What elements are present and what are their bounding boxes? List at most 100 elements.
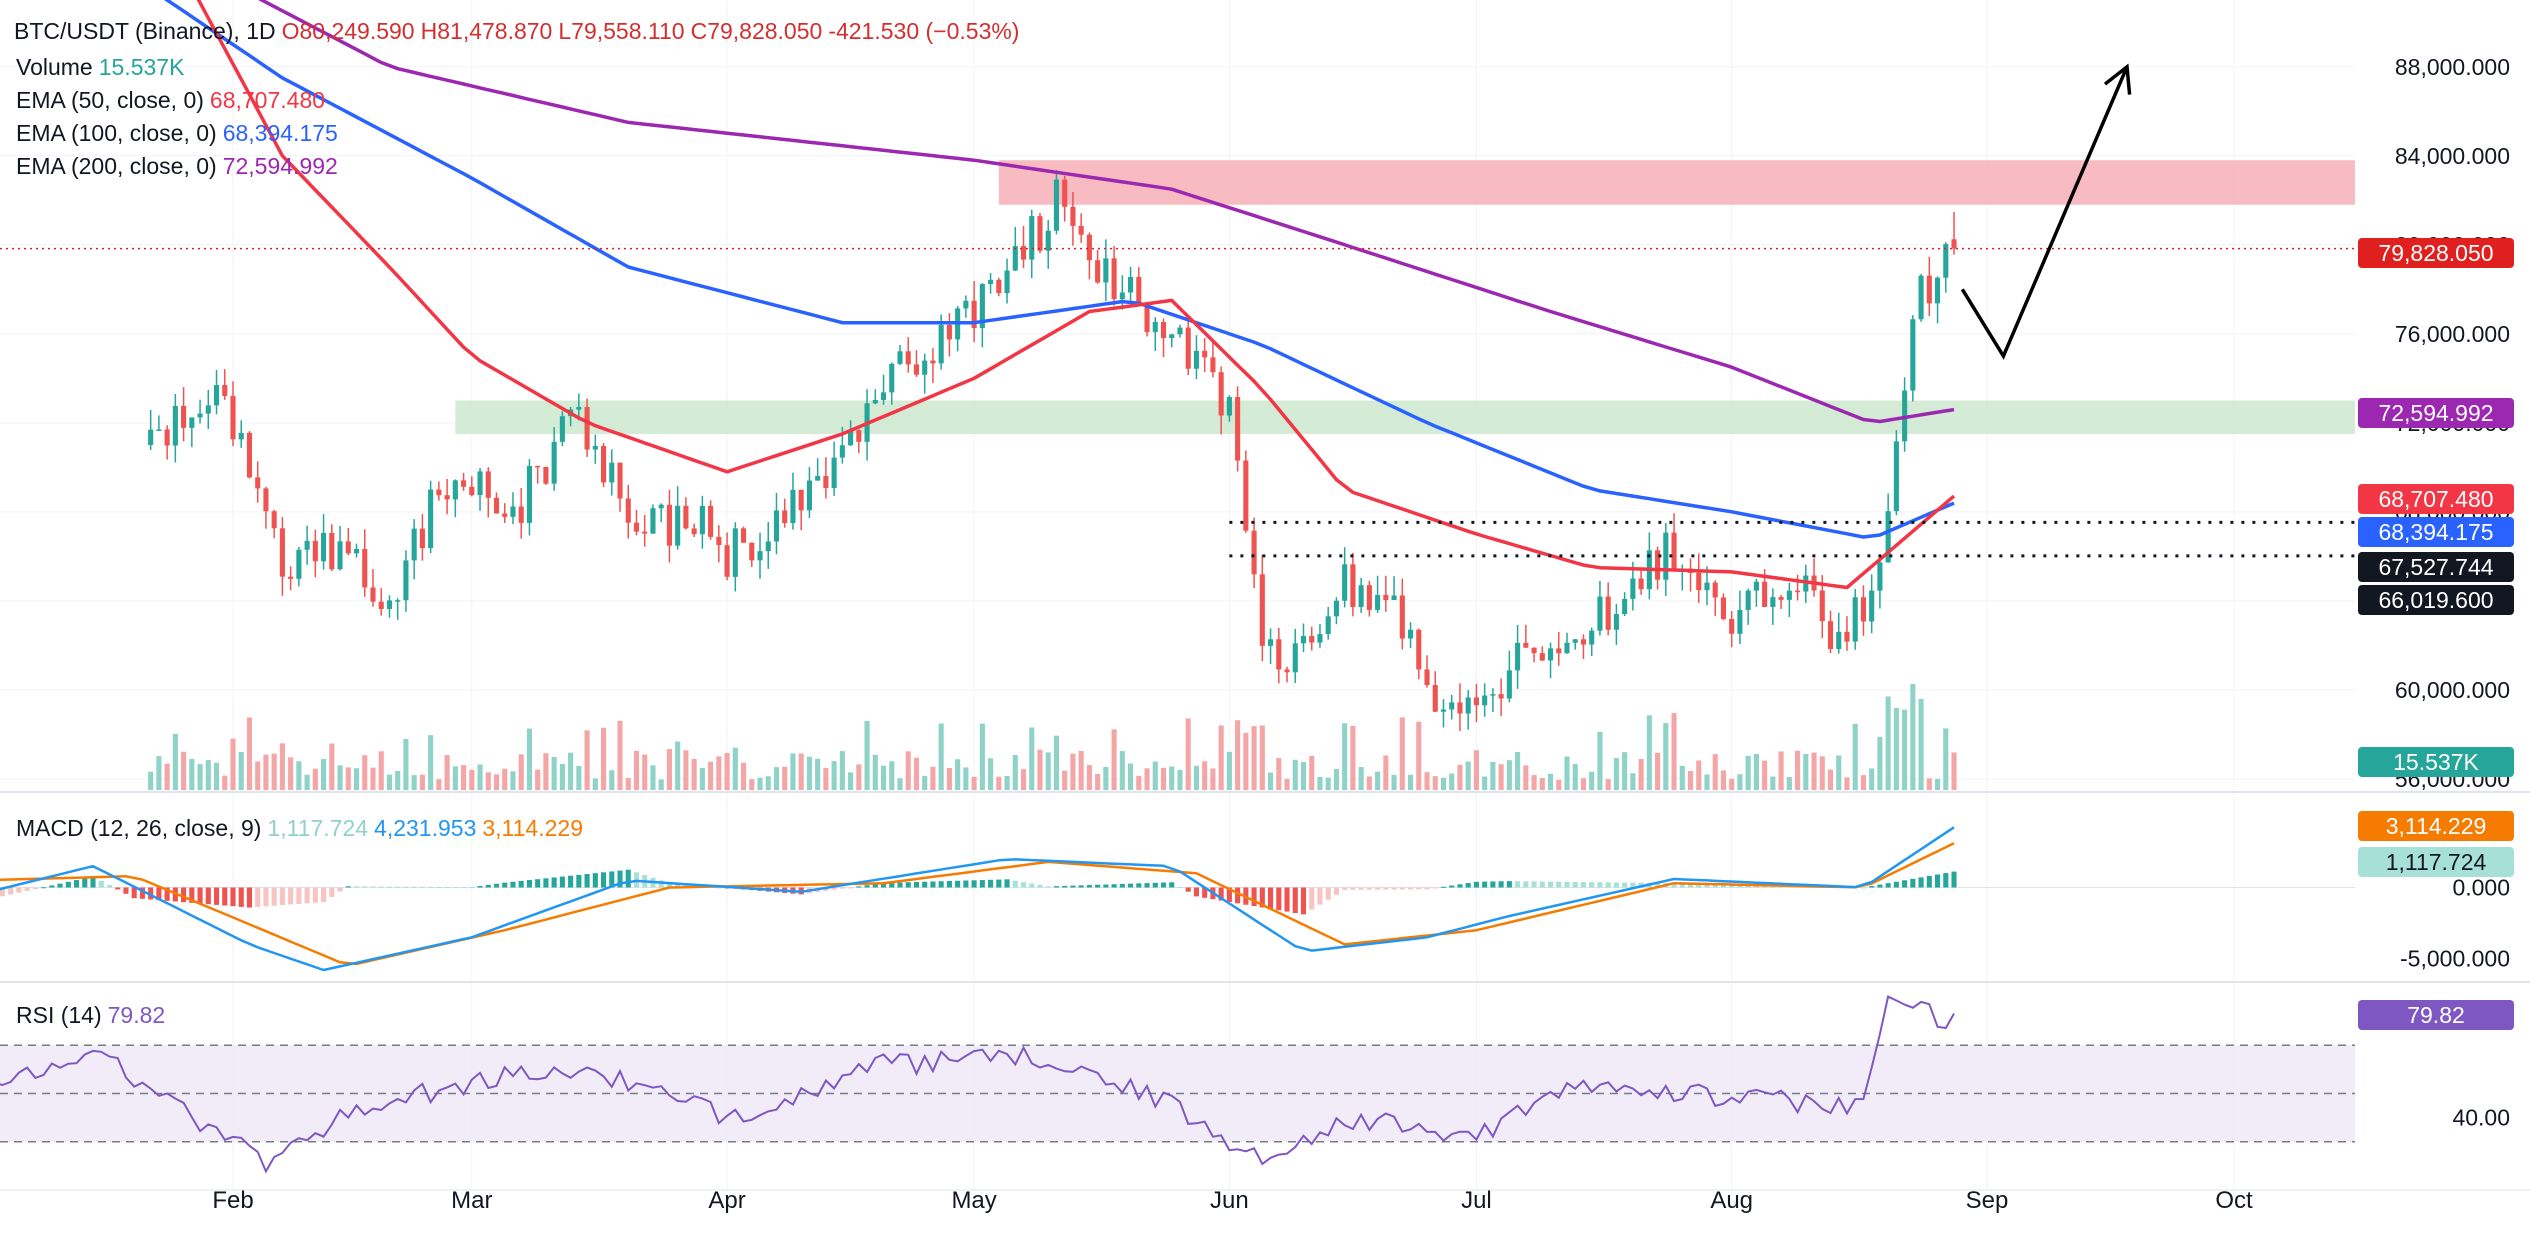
- legend-macd[interactable]: MACD (12, 26, close, 9) 1,117.724 4,231.95…: [16, 811, 589, 845]
- candle-body: [329, 532, 335, 570]
- volume-bar: [353, 768, 360, 790]
- macd-histogram-bar: [930, 881, 936, 888]
- candle-body: [1852, 597, 1858, 642]
- volume-bar: [1259, 725, 1265, 790]
- candle-body: [1251, 530, 1257, 575]
- volume-bar: [345, 767, 351, 790]
- volume-bar: [1103, 766, 1109, 790]
- candle-body: [1424, 669, 1430, 686]
- rsi-line[interactable]: [0, 995, 1955, 1174]
- candle-body: [1762, 581, 1768, 607]
- volume-bar: [378, 751, 384, 790]
- volume-bar: [823, 767, 829, 790]
- volume-bar: [255, 761, 261, 790]
- macd-histogram-bar: [675, 883, 681, 888]
- candle-body: [1004, 270, 1010, 294]
- candle-body: [1037, 216, 1043, 251]
- volume-bar: [1218, 725, 1224, 790]
- macd-histogram-bar: [1177, 886, 1183, 888]
- macd-histogram-bar: [1564, 881, 1570, 888]
- candle-body: [1300, 635, 1307, 644]
- volume-bar: [1300, 762, 1307, 790]
- volume-bar: [296, 761, 302, 790]
- macd-signal-line[interactable]: [0, 842, 1955, 966]
- legend-rsi[interactable]: RSI (14) 79.82: [16, 998, 171, 1032]
- macd-histogram-bar: [1350, 887, 1356, 890]
- ema100-line[interactable]: [134, 0, 1955, 539]
- volume-bar: [452, 766, 458, 790]
- volume-bar: [238, 752, 244, 790]
- macd-signal-badge: 3,114.229: [2358, 811, 2514, 841]
- volume-bar: [568, 752, 574, 790]
- candle-body: [1671, 532, 1677, 571]
- legend-ema100[interactable]: EMA (100, close, 0) 68,394.175: [16, 116, 344, 150]
- candle-body: [370, 587, 376, 602]
- candle-body: [790, 489, 796, 524]
- volume-bar: [1556, 779, 1562, 790]
- macd-histogram-bar: [996, 879, 1002, 888]
- candle-body: [1490, 694, 1496, 696]
- candle-body: [1317, 634, 1323, 643]
- volume-bar: [625, 777, 631, 790]
- macd-histogram-bar: [617, 870, 623, 888]
- volume-bar: [477, 764, 483, 790]
- volume-bar: [716, 756, 722, 790]
- macd-histogram-bar: [1037, 885, 1043, 888]
- macd-histogram-bar: [1655, 883, 1661, 888]
- ema200-line[interactable]: [134, 0, 1955, 424]
- candle-body: [815, 476, 821, 481]
- candle-body: [1655, 550, 1661, 580]
- ema50-line[interactable]: [151, 0, 1956, 590]
- projection-line[interactable]: [1960, 66, 2129, 360]
- candle-body: [625, 498, 631, 523]
- macd-histogram-bar: [1515, 881, 1521, 888]
- candle-body: [782, 510, 788, 524]
- macd-histogram-bar: [1144, 883, 1150, 888]
- macd-line[interactable]: [0, 826, 1955, 972]
- candle-body: [1926, 275, 1932, 304]
- support-zone[interactable]: [455, 400, 2355, 434]
- candle-body: [1539, 653, 1545, 661]
- volume-bar: [1235, 720, 1241, 790]
- macd-histogram-bar: [312, 887, 318, 903]
- volume-bar: [1251, 726, 1257, 790]
- resistance-zone[interactable]: [998, 160, 2355, 205]
- volume-bar: [856, 764, 862, 790]
- candle-body: [757, 551, 763, 561]
- macd-histogram-bar: [1424, 887, 1430, 890]
- volume-bar: [815, 758, 821, 790]
- candle-body: [1029, 216, 1035, 260]
- candle-body: [749, 542, 755, 561]
- candle-body: [461, 480, 467, 487]
- candle-body: [403, 560, 409, 601]
- macd-histogram-bar: [535, 879, 541, 888]
- macd-histogram-bar: [452, 887, 458, 889]
- candle-body: [1465, 697, 1471, 714]
- volume-bar: [1128, 763, 1134, 790]
- macd-histogram-bar: [1300, 887, 1307, 915]
- candle-body: [979, 284, 985, 329]
- legend-ema50[interactable]: EMA (50, close, 0) 68,707.480: [16, 83, 331, 117]
- macd-histogram-bar: [1086, 885, 1092, 888]
- volume-bar: [1515, 751, 1521, 790]
- volume-bar: [1605, 779, 1611, 790]
- candle-body: [897, 351, 903, 364]
- symbol-label[interactable]: BTC/USDT (Binance), 1D: [14, 18, 276, 44]
- macd-histogram-bar: [378, 886, 384, 888]
- legend-ema200[interactable]: EMA (200, close, 0) 72,594.992: [16, 149, 344, 183]
- macd-histogram-bar: [1226, 887, 1232, 902]
- volume-bar: [1136, 775, 1142, 790]
- macd-histogram-bar: [1720, 884, 1727, 888]
- macd-histogram-bar: [1465, 883, 1471, 888]
- macd-histogram-bar: [1745, 884, 1751, 888]
- candle-body: [691, 528, 697, 535]
- legend-volume[interactable]: Volume 15.537K: [16, 50, 190, 84]
- candle-body: [1704, 582, 1710, 591]
- macd-histogram-bar: [1375, 887, 1381, 890]
- macd-histogram-bar: [922, 881, 928, 888]
- macd-histogram-bar: [897, 882, 903, 888]
- levels: [0, 247, 2355, 558]
- macd-histogram-bar: [436, 886, 442, 888]
- candle-body: [477, 471, 483, 496]
